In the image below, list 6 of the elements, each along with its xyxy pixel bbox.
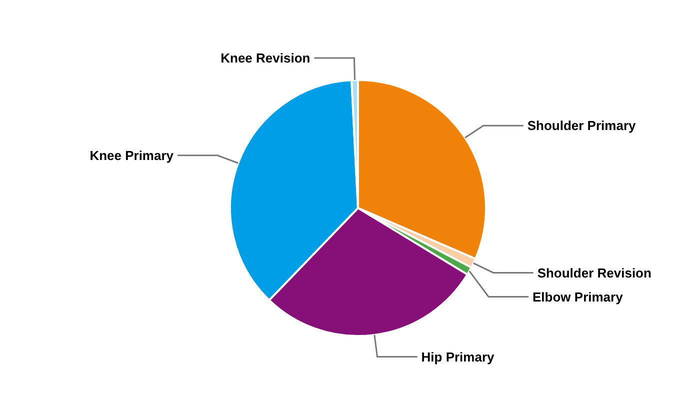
slice-label: Knee Revision: [220, 50, 310, 66]
slice-label: Shoulder Primary: [527, 118, 637, 134]
slice-label: Elbow Primary: [532, 289, 624, 304]
slice-label: Knee Primary: [90, 148, 174, 163]
slice-label: Hip Primary: [421, 349, 496, 364]
slice-label: Shoulder Revision: [537, 265, 652, 280]
